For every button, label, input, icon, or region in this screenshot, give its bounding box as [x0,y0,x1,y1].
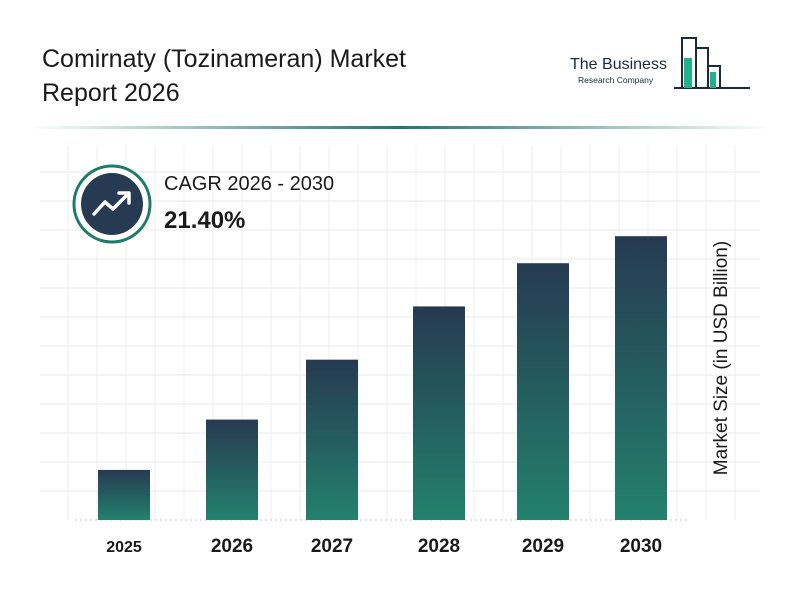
bar-2029 [517,263,569,520]
bar-2030 [615,236,667,520]
chart-bars [98,236,667,520]
header-divider [30,126,770,129]
title-line-2: Report 2026 [42,79,180,107]
bar-2025 [98,469,150,520]
x-tick-label-2027: 2027 [311,536,353,557]
cagr-label: CAGR 2026 - 2030 [164,173,335,195]
x-tick-label-2028: 2028 [418,536,460,557]
bar-2026 [206,419,258,520]
logo-buildings-icon [674,37,750,89]
title-line-1: Comirnaty (Tozinameran) Market [42,45,406,73]
x-tick-label-2026: 2026 [211,536,253,557]
logo-subtitle: Research Company [578,75,654,85]
cagr-badge [72,164,152,244]
y-axis-label: Market Size (in USD Billion) [711,240,732,476]
cagr-value: 21.40% [164,207,246,234]
x-tick-label-2025: 2025 [106,539,142,556]
x-tick-label-2029: 2029 [522,536,564,557]
bar-2027 [306,359,358,520]
company-logo: The Business Research Company [570,34,755,94]
bar-2028 [413,306,465,520]
logo-name: The Business [570,56,667,73]
x-tick-label-2030: 2030 [620,536,662,557]
chart-x-tick-labels: 2025 2026 2027 2028 2029 2030 [106,536,662,557]
page-title: Comirnaty (Tozinameran) Market Report 20… [42,42,512,110]
trend-up-icon [72,164,152,244]
